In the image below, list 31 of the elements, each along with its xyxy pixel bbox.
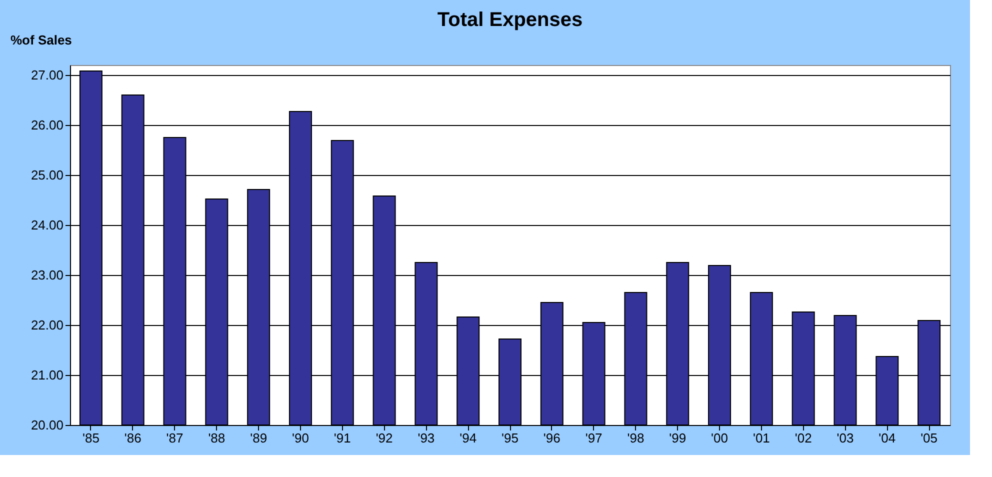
y-tick-label: 25.00 (30, 168, 64, 182)
x-tick-label: '97 (585, 430, 602, 446)
y-tick-label: 26.00 (30, 118, 64, 132)
y-tick-label: 21.00 (30, 368, 64, 382)
y-axis-title: %of Sales (10, 32, 72, 48)
x-tick-label: '85 (82, 430, 100, 446)
x-tick-label: '99 (669, 430, 686, 446)
x-tick-label: '91 (334, 430, 351, 446)
x-tick-label: '93 (418, 430, 435, 446)
x-tick-label: '86 (124, 430, 142, 446)
x-tick-label: '89 (250, 430, 268, 446)
y-tick-label: 20.00 (30, 418, 64, 432)
y-tick-label: 23.00 (30, 268, 64, 282)
y-tick-label: 24.00 (30, 218, 64, 232)
chart-title: Total Expenses (437, 9, 583, 31)
x-tick-label: '01 (752, 430, 770, 446)
x-tick-label: '00 (711, 430, 728, 446)
x-tick-label: '02 (794, 430, 812, 446)
x-tick-label: '92 (376, 430, 393, 446)
y-tick-label: 22.00 (30, 318, 64, 332)
x-tick-label: '03 (836, 430, 854, 446)
x-tick-label: '87 (166, 430, 184, 446)
x-tick-label: '95 (502, 430, 518, 446)
x-tick-label: '90 (292, 430, 309, 446)
y-tick-label: 27.00 (30, 68, 64, 82)
x-tick-label: '98 (627, 430, 644, 446)
x-tick-label: '96 (543, 430, 560, 446)
x-tick-label: '05 (920, 430, 938, 446)
x-tick-label: '94 (460, 430, 477, 446)
x-tick-label: '88 (208, 430, 226, 446)
x-tick-label: '04 (878, 430, 896, 446)
